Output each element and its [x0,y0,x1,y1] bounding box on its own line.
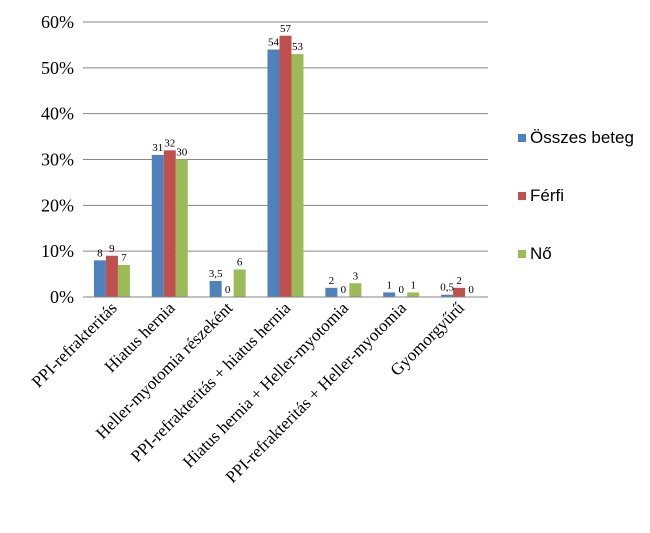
legend-label-1: Férfi [530,186,564,205]
legend-item-0: Összes beteg [518,128,634,148]
legend-label-2: Nő [530,244,552,263]
bar [453,287,466,297]
data-label: 7 [121,252,127,264]
data-label: 0 [398,284,404,296]
legend-item-2: Nő [518,244,634,264]
y-axis-tick-labels: 0% 10% 20% 30% 40% 50% 60% [41,12,74,307]
y-tick-label: 20% [41,195,74,215]
legend-swatch-2 [518,250,526,258]
data-label: 0 [341,284,347,296]
legend-swatch-0 [518,134,526,142]
bar [151,154,164,297]
y-tick-label: 50% [41,58,74,78]
legend-swatch-1 [518,192,526,200]
data-label: 0 [225,284,231,296]
bar [163,150,176,297]
y-tick-label: 40% [41,104,74,124]
bar [175,159,188,297]
data-label: 9 [109,243,115,255]
bar [407,292,420,297]
bar [325,287,338,297]
y-tick-label: 60% [41,12,74,32]
data-label: 3 [353,270,359,282]
y-tick-label: 10% [41,241,74,261]
data-label: 32 [164,137,175,149]
bar [233,269,246,297]
bar [93,260,106,297]
bar [209,280,222,297]
data-label: 3,5 [209,268,223,280]
bars [93,35,466,298]
legend: Összes beteg Férfi Nő [518,128,634,302]
data-label: 2 [329,275,335,287]
data-label: 6 [237,257,243,269]
data-label: 54 [268,37,280,49]
legend-label-0: Összes beteg [530,128,634,147]
data-label: 8 [97,247,103,259]
bar [117,264,130,297]
data-label: 1 [386,279,392,291]
bar [291,54,304,298]
bar [267,49,280,297]
data-label: 57 [280,23,292,35]
y-tick-label: 30% [41,150,74,170]
bar [105,255,118,297]
bar [441,294,454,297]
legend-item-1: Férfi [518,186,634,206]
data-label: 1 [410,279,416,291]
data-label: 30 [176,147,188,159]
bar [279,35,292,297]
y-tick-label: 0% [50,287,74,307]
category-label: PPI-refrakteritás [28,298,121,391]
data-label: 0 [468,284,474,296]
bar [383,292,396,297]
bar [349,283,362,297]
data-label: 0,5 [440,282,454,294]
data-label: 2 [456,275,462,287]
data-label: 31 [152,142,163,154]
data-label: 53 [292,41,304,53]
